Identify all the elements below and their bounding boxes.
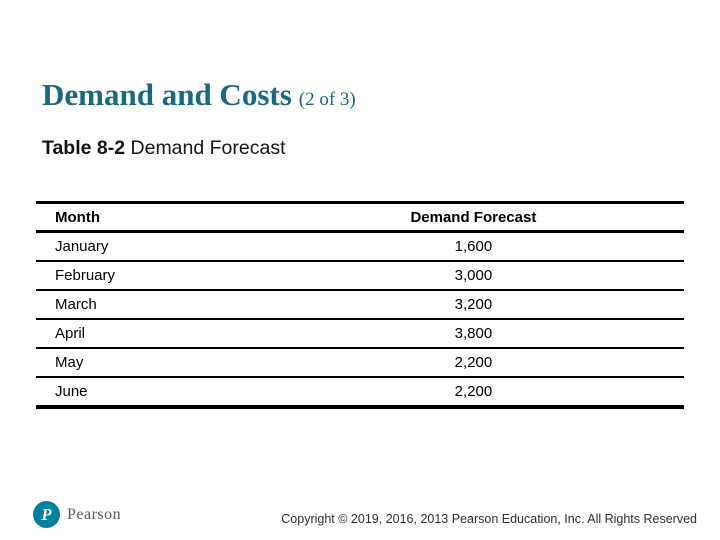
table-row: February 3,000 xyxy=(36,261,684,291)
table-caption-title: Demand Forecast xyxy=(125,137,286,159)
demand-forecast-cell: 2,200 xyxy=(454,383,493,400)
table-row: March 3,200 xyxy=(36,290,684,320)
pearson-logo-wordmark: Pearson xyxy=(67,505,122,523)
month-cell: June xyxy=(55,383,88,400)
demand-forecast-cell: 3,200 xyxy=(262,290,684,320)
copyright-text: Copyright © 2019, 2016, 2013 Pearson Edu… xyxy=(281,512,697,526)
demand-forecast-cell: 3,000 xyxy=(262,261,684,291)
table-row: May 2,200 xyxy=(36,348,684,378)
month-cell: April xyxy=(36,319,263,349)
column-header-month: Month xyxy=(36,202,263,233)
month-cell: March xyxy=(36,290,263,320)
page-title-text: Demand and Costs xyxy=(42,76,292,112)
table-header: Month Demand Forecast xyxy=(36,202,684,233)
demand-forecast-table-container: Month Demand Forecast January 1,600 Februa… xyxy=(36,201,684,409)
demand-forecast-cell: 1,600 xyxy=(262,231,684,262)
table-row: June 2,200 xyxy=(36,377,684,407)
pearson-logo-icon: P xyxy=(33,501,60,528)
month-cell: January xyxy=(36,231,263,262)
table-caption: Table 8-2 Demand Forecast xyxy=(42,137,286,160)
demand-forecast-cell: 2,200 xyxy=(262,348,684,378)
month-cell: May xyxy=(36,348,263,378)
table-row: January 1,600 xyxy=(36,231,684,262)
page-title: Demand and Costs (2 of 3) xyxy=(42,77,356,113)
table-body: January 1,600 February 3,000 March 3,200 April… xyxy=(36,231,684,408)
column-header-demand-forecast: Demand Forecast xyxy=(262,202,684,233)
table-caption-number: Table 8-2 xyxy=(42,137,126,159)
demand-forecast-cell: 3,800 xyxy=(262,319,684,349)
svg-text:P: P xyxy=(40,505,52,524)
table-row: April 3,800 xyxy=(36,319,684,349)
month-cell: February xyxy=(36,261,263,291)
pearson-logo: P Pearson xyxy=(33,501,121,528)
page-title-suffix: (2 of 3) xyxy=(298,88,356,110)
demand-forecast-table: Month Demand Forecast January 1,600 Februa… xyxy=(36,201,684,409)
table-header-row: Month Demand Forecast xyxy=(36,202,684,233)
